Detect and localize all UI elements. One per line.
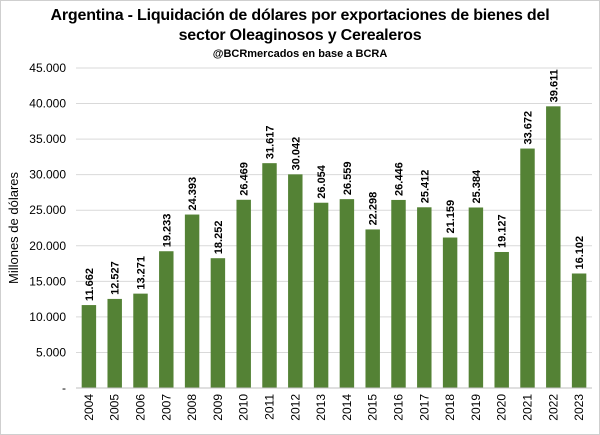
x-tick-label-2014: 2014 (340, 394, 354, 421)
y-tick-label: - (62, 381, 66, 395)
x-tick-label-2018: 2018 (443, 394, 457, 421)
bar-2006 (133, 293, 148, 388)
data-label-2021: 33.672 (523, 111, 535, 145)
chart-subtitle: @BCRmercados en base a BCRA (212, 48, 388, 60)
x-tick-label-2016: 2016 (392, 394, 406, 421)
bar-2008 (184, 214, 200, 388)
data-label-2007: 19.233 (161, 214, 173, 248)
bar-2009 (210, 258, 226, 388)
data-label-2015: 22.298 (368, 192, 380, 226)
y-axis-label: Millones de dólares (6, 172, 21, 285)
x-tick-label-2013: 2013 (314, 394, 328, 421)
y-tick-label: 40.000 (29, 97, 66, 111)
y-tick-label: 45.000 (29, 61, 66, 75)
y-axis-ticks: - 5.000 10.000 15.000 20.000 25.000 30.000 35.0… (29, 61, 66, 395)
bar-2010 (236, 199, 251, 388)
bar-2022 (546, 106, 561, 388)
bar-2013 (313, 202, 329, 388)
gridlines (76, 67, 592, 353)
data-label-2005: 12.527 (110, 261, 122, 295)
data-label-2017: 25.412 (419, 170, 431, 204)
x-tick-label-2005: 2005 (108, 394, 122, 421)
data-label-2010: 26.469 (239, 162, 251, 196)
y-tick-label: 30.000 (29, 168, 66, 182)
x-tick-label-2010: 2010 (237, 394, 251, 421)
x-tick-label-2017: 2017 (417, 394, 431, 421)
x-tick-label-2022: 2022 (546, 394, 560, 421)
data-label-2022: 39.611 (548, 69, 560, 102)
x-tick-label-2008: 2008 (185, 394, 199, 421)
y-tick-label: 15.000 (29, 274, 66, 288)
bar-2012 (288, 174, 303, 388)
x-tick-label-2006: 2006 (134, 394, 148, 421)
y-tick-label: 20.000 (29, 239, 66, 253)
data-label-2019: 25.384 (471, 169, 483, 204)
data-label-2011: 31.617 (265, 126, 277, 160)
bar-2005 (107, 298, 122, 388)
bar-2020 (494, 251, 509, 388)
bar-2016 (391, 199, 406, 388)
bars (81, 106, 587, 388)
y-tick-label: 25.000 (29, 203, 66, 217)
x-tick-label-2023: 2023 (572, 394, 586, 421)
data-label-2013: 26.054 (316, 164, 328, 199)
x-tick-label-2011: 2011 (263, 394, 277, 420)
data-label-2016: 26.446 (394, 162, 406, 196)
x-tick-label-2004: 2004 (82, 394, 96, 421)
x-tick-label-2020: 2020 (495, 394, 509, 421)
data-label-2018: 21.159 (445, 200, 457, 234)
chart-title-line1: Argentina - Liquidación de dólares por e… (50, 7, 550, 24)
bar-2019 (468, 207, 484, 388)
x-axis-ticks: 2004 2005 2006 2007 2008 2009 2010 2011 2012 2013… (82, 394, 586, 421)
data-labels: 11.662 12.527 13.271 19.233 24.393 18.252 26.4… (84, 69, 586, 301)
bar-2011 (262, 163, 277, 388)
data-label-2004: 11.662 (84, 268, 96, 301)
x-tick-label-2019: 2019 (469, 394, 483, 421)
bar-2021 (520, 148, 535, 388)
x-tick-label-2012: 2012 (288, 394, 302, 421)
data-label-2009: 18.252 (213, 221, 225, 255)
x-tick-label-2009: 2009 (211, 394, 225, 421)
y-tick-label: 35.000 (29, 132, 66, 146)
data-label-2008: 24.393 (187, 177, 199, 211)
bar-2014 (339, 199, 355, 388)
bar-2023 (571, 273, 587, 388)
bar-2017 (417, 207, 432, 388)
y-tick-label: 5.000 (36, 345, 66, 359)
y-tick-label: 10.000 (29, 310, 66, 324)
data-label-2023: 16.102 (574, 236, 586, 270)
bar-2004 (81, 305, 97, 388)
x-tick-label-2021: 2021 (521, 394, 535, 421)
data-label-2006: 13.271 (136, 256, 148, 290)
chart-title-line2: sector Oleaginosos y Cerealeros (178, 27, 422, 44)
x-tick-label-2007: 2007 (159, 394, 173, 421)
bar-2015 (365, 229, 380, 388)
data-label-2020: 19.127 (497, 214, 509, 248)
data-label-2014: 26.559 (342, 161, 354, 195)
bar-2007 (159, 251, 174, 388)
bar-2018 (442, 237, 458, 388)
data-label-2012: 30.042 (290, 137, 302, 171)
x-tick-label-2015: 2015 (366, 394, 380, 421)
